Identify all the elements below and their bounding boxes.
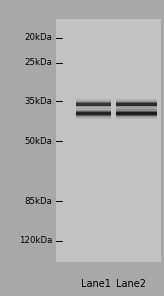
Text: 35kDa: 35kDa: [25, 96, 53, 105]
Text: Lane2: Lane2: [116, 279, 146, 289]
Text: Lane1: Lane1: [81, 279, 111, 289]
Text: 85kDa: 85kDa: [25, 197, 53, 206]
Text: 25kDa: 25kDa: [25, 58, 53, 67]
Text: 20kDa: 20kDa: [25, 33, 53, 42]
Text: 50kDa: 50kDa: [25, 137, 53, 146]
Text: 120kDa: 120kDa: [19, 236, 53, 245]
